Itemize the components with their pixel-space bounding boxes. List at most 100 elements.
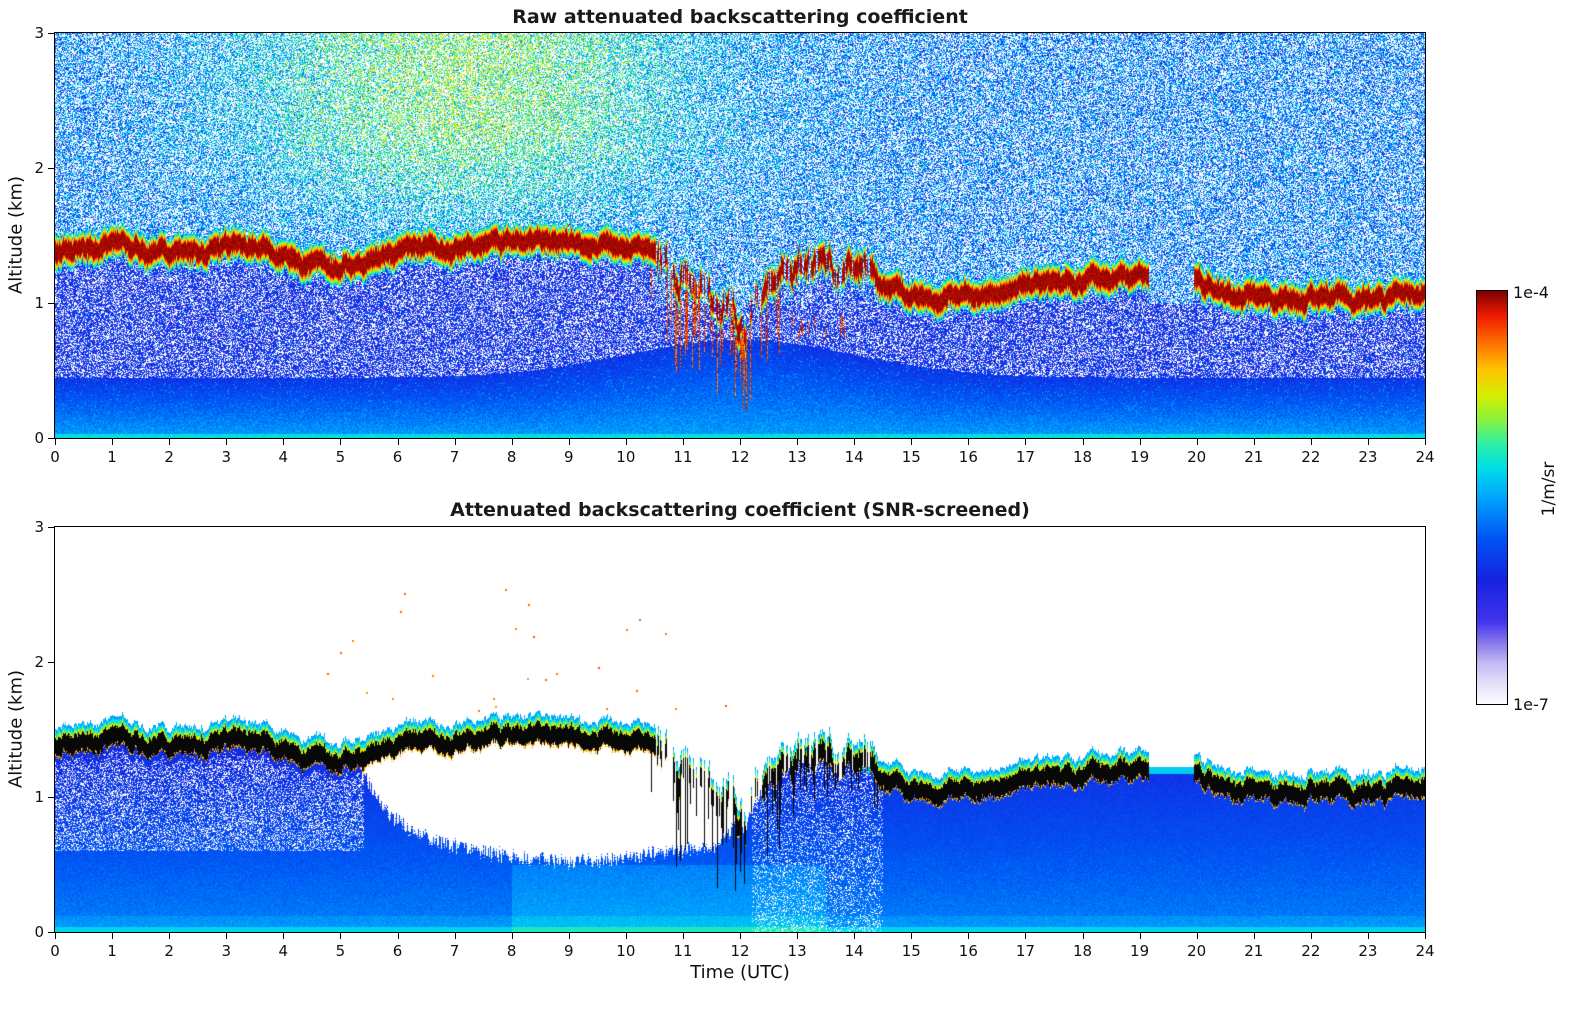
heatmap-raw	[54, 32, 1426, 439]
x-tick	[226, 439, 228, 445]
x-tick-label: 10	[616, 942, 636, 960]
x-tick-label: 9	[563, 942, 574, 960]
panel-title-screened: Attenuated backscattering coefficient (S…	[450, 499, 1030, 521]
x-tick-label: 15	[901, 942, 921, 960]
colorbar-min-label: 1e-7	[1513, 695, 1549, 714]
x-tick	[911, 439, 913, 445]
x-tick-label: 21	[1244, 942, 1264, 960]
x-tick-label: 14	[844, 448, 864, 466]
x-tick-label: 15	[901, 448, 921, 466]
y-axis-label-top: Altitude (km)	[5, 175, 27, 295]
x-tick-label: 23	[1358, 942, 1378, 960]
x-tick	[625, 933, 627, 939]
x-tick	[511, 933, 513, 939]
x-tick-label: 0	[50, 448, 60, 466]
x-tick-label: 14	[844, 942, 864, 960]
x-tick-label: 24	[1415, 448, 1435, 466]
x-tick-label: 23	[1358, 448, 1378, 466]
x-tick-label: 20	[1187, 942, 1207, 960]
x-tick-label: 10	[616, 448, 636, 466]
y-tick-label: 2	[34, 159, 44, 177]
x-tick-label: 16	[958, 448, 978, 466]
x-tick-label: 4	[278, 942, 289, 960]
x-tick-label: 4	[278, 448, 289, 466]
x-tick	[226, 933, 228, 939]
x-tick	[1310, 933, 1312, 939]
x-tick-label: 3	[221, 448, 232, 466]
x-tick	[1367, 933, 1369, 939]
x-tick	[854, 933, 856, 939]
colorbar-max-label: 1e-4	[1513, 283, 1549, 302]
x-tick	[797, 439, 799, 445]
y-tick-label: 0	[34, 429, 44, 447]
y-tick-label: 3	[34, 518, 44, 536]
x-tick	[454, 933, 456, 939]
y-tick	[48, 438, 54, 439]
x-tick	[169, 439, 171, 445]
x-axis-label: Time (UTC)	[690, 962, 790, 983]
x-tick	[454, 439, 456, 445]
x-tick-label: 24	[1415, 942, 1435, 960]
x-tick-label: 6	[392, 448, 403, 466]
x-tick	[340, 933, 342, 939]
x-tick-label: 17	[1015, 448, 1035, 466]
x-tick	[55, 933, 56, 939]
x-tick-label: 2	[164, 448, 174, 466]
x-tick-label: 18	[1072, 942, 1093, 960]
x-tick-label: 12	[730, 942, 750, 960]
x-tick	[625, 439, 627, 445]
x-tick-label: 1	[107, 448, 117, 466]
y-tick	[48, 33, 54, 34]
x-tick	[1425, 933, 1426, 939]
y-tick	[48, 303, 54, 304]
x-tick	[911, 933, 913, 939]
x-tick	[340, 439, 342, 445]
x-tick	[397, 933, 399, 939]
y-tick	[48, 797, 54, 798]
y-tick-label: 0	[34, 923, 44, 941]
x-tick	[854, 439, 856, 445]
y-tick	[48, 662, 54, 663]
x-tick	[55, 439, 56, 445]
x-tick-label: 7	[449, 448, 460, 466]
x-tick	[740, 439, 741, 445]
x-tick-label: 11	[673, 448, 693, 466]
y-tick-label: 2	[34, 653, 44, 671]
x-tick-label: 22	[1301, 448, 1321, 466]
x-tick	[1139, 439, 1141, 445]
x-tick	[1310, 439, 1312, 445]
x-tick	[797, 933, 799, 939]
x-tick-label: 8	[506, 448, 517, 466]
x-tick-label: 21	[1244, 448, 1264, 466]
x-tick-label: 3	[221, 942, 232, 960]
x-tick	[1196, 933, 1198, 939]
x-tick	[1253, 439, 1255, 445]
x-tick-label: 13	[787, 942, 807, 960]
x-tick	[283, 439, 285, 445]
x-tick-label: 18	[1072, 448, 1093, 466]
x-tick	[1139, 933, 1141, 939]
y-tick-label: 1	[34, 788, 44, 806]
x-tick-label: 8	[506, 942, 517, 960]
y-axis-label-bottom: Altitude (km)	[5, 669, 27, 789]
x-tick	[740, 933, 741, 939]
x-tick	[112, 933, 114, 939]
x-tick	[1425, 439, 1426, 445]
x-tick	[169, 933, 171, 939]
y-tick	[48, 932, 54, 933]
x-tick	[568, 439, 570, 445]
x-tick-label: 5	[335, 448, 346, 466]
x-tick-label: 13	[787, 448, 807, 466]
x-tick	[968, 933, 970, 939]
y-tick-label: 1	[34, 294, 44, 312]
x-tick	[1082, 933, 1084, 939]
x-tick-label: 22	[1301, 942, 1321, 960]
y-tick-label: 3	[34, 24, 44, 42]
heatmap-screened	[54, 526, 1426, 933]
x-tick	[968, 439, 970, 445]
x-tick	[1253, 933, 1255, 939]
x-tick	[511, 439, 513, 445]
x-tick	[112, 439, 114, 445]
x-tick-label: 6	[392, 942, 403, 960]
x-tick	[1025, 439, 1027, 445]
